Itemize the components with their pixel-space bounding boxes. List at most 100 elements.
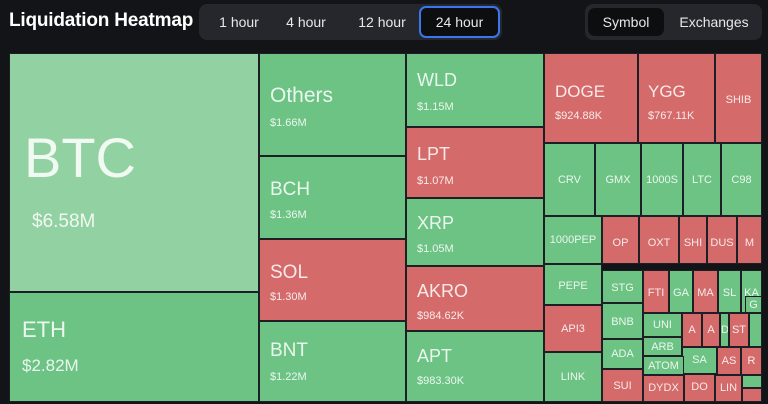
tile-symbol: BNB xyxy=(611,316,634,328)
tile-value: $6.58M xyxy=(32,211,96,232)
tile-akro[interactable]: AKRO $984.62K xyxy=(406,266,544,331)
tile-g[interactable]: G xyxy=(745,296,762,313)
tile-symbol: LIN xyxy=(719,382,738,394)
tile-symbol: XRP xyxy=(417,213,455,233)
tile-symbol: 1000S xyxy=(646,174,678,186)
tile-stg[interactable]: STG xyxy=(602,270,643,303)
tile-dydx[interactable]: DYDX xyxy=(643,375,684,402)
tile-symbol: DYDX xyxy=(648,382,679,394)
tile-sa[interactable]: SA xyxy=(682,347,717,374)
tile-wld[interactable]: WLD $1.15M xyxy=(406,53,544,127)
tile-value: $1.36M xyxy=(270,209,307,221)
tile-symbol: R xyxy=(747,355,756,367)
tile-symbol: AKRO xyxy=(417,281,469,301)
tile-1000s[interactable]: 1000S xyxy=(641,143,683,216)
tile-ga[interactable]: GA xyxy=(669,270,693,313)
tile-bnt[interactable]: BNT $1.22M xyxy=(259,321,406,402)
tile-value: $924.88K xyxy=(555,110,603,122)
tile-a[interactable]: A xyxy=(682,313,702,347)
tab-12-hour[interactable]: 12 hour xyxy=(358,14,406,30)
tile-1000pep[interactable]: 1000PEP xyxy=(544,216,602,264)
tile-as[interactable]: AS xyxy=(717,347,741,375)
tile-dus[interactable]: DUS xyxy=(707,216,737,264)
tile-symbol: LTC xyxy=(692,174,712,186)
tile-symbol: C98 xyxy=(731,174,752,186)
tile-lpt[interactable]: LPT $1.07M xyxy=(406,127,544,198)
tile-symbol: ST xyxy=(731,324,747,336)
tile-fti[interactable]: FTI xyxy=(643,270,669,313)
tile-d[interactable]: D xyxy=(720,313,729,347)
tile-oxt[interactable]: OXT xyxy=(639,216,679,264)
tile-unlabeled[interactable] xyxy=(742,388,762,402)
tile-shi[interactable]: SHI xyxy=(679,216,707,264)
tile-atom[interactable]: ATOM xyxy=(643,356,684,375)
tile-pepe[interactable]: PEPE xyxy=(544,264,602,305)
tile-symbol: AS xyxy=(721,355,737,367)
tile-value: $1.22M xyxy=(270,371,307,383)
tile-xrp[interactable]: XRP $1.05M xyxy=(406,198,544,266)
tile-crv[interactable]: CRV xyxy=(544,143,595,216)
tile-symbol: CRV xyxy=(557,174,582,186)
tile-symbol: Others xyxy=(270,84,334,107)
tab-4-hour[interactable]: 4 hour xyxy=(286,14,326,30)
tile-symbol: DO xyxy=(691,381,708,393)
tile-symbol: M xyxy=(744,237,755,249)
time-range-selector: 1 hour 4 hour 12 hour 24 hour xyxy=(199,4,502,40)
tile-symbol: PEPE xyxy=(558,280,588,292)
tile-symbol: LINK xyxy=(560,371,586,383)
tile-symbol: A xyxy=(707,324,715,336)
tile-symbol: ETH xyxy=(22,317,66,342)
tile-apt[interactable]: APT $983.30K xyxy=(406,331,544,402)
tile-symbol: 1000PEP xyxy=(549,234,597,246)
tile-ygg[interactable]: YGG $767.11K xyxy=(638,53,715,143)
tile-api3[interactable]: API3 xyxy=(544,305,602,352)
tile-st[interactable]: ST xyxy=(729,313,749,347)
tile-symbol: SHI xyxy=(683,237,703,249)
tile-symbol: ATOM xyxy=(648,360,679,372)
tile-ada[interactable]: ADA xyxy=(602,339,643,369)
tile-r[interactable]: R xyxy=(741,347,762,375)
tile-symbol: APT xyxy=(417,346,453,366)
tile-sol[interactable]: SOL $1.30M xyxy=(259,239,406,321)
tile-symbol: API3 xyxy=(561,323,585,335)
tile-unlabeled[interactable] xyxy=(749,313,762,347)
view-selector: Symbol Exchanges xyxy=(585,4,762,40)
tile-symbol: SHIB xyxy=(725,94,752,106)
tile-symbol: A xyxy=(688,324,696,336)
tile-link[interactable]: LINK xyxy=(544,352,602,402)
tile-sl[interactable]: SL xyxy=(718,270,741,313)
tile-symbol: GA xyxy=(673,287,689,299)
tab-exchanges[interactable]: Exchanges xyxy=(679,14,749,30)
tile-m[interactable]: M xyxy=(737,216,762,264)
tile-do[interactable]: DO xyxy=(684,374,715,402)
tab-1-hour[interactable]: 1 hour xyxy=(219,14,259,30)
tile-value: $1.07M xyxy=(417,175,454,187)
tile-value: $984.62K xyxy=(417,310,465,322)
tile-uni[interactable]: UNI xyxy=(643,313,682,337)
tile-a[interactable]: A xyxy=(702,313,720,347)
tile-others[interactable]: Others $1.66M xyxy=(259,53,406,156)
tile-lin[interactable]: LIN xyxy=(715,375,742,402)
tile-unlabeled[interactable] xyxy=(742,375,762,388)
tile-value: $1.05M xyxy=(417,243,454,255)
tile-symbol: G xyxy=(749,299,758,311)
tile-gmx[interactable]: GMX xyxy=(595,143,641,216)
tile-symbol: BCH xyxy=(270,179,311,200)
tile-op[interactable]: OP xyxy=(602,216,639,264)
tile-shib[interactable]: SHIB xyxy=(715,53,762,143)
tile-btc[interactable]: BTC $6.58M xyxy=(9,53,259,292)
tab-symbol[interactable]: Symbol xyxy=(588,8,664,36)
tile-symbol: MA xyxy=(697,287,714,299)
tile-arb[interactable]: ARB xyxy=(643,337,682,356)
tile-c98[interactable]: C98 xyxy=(721,143,762,216)
tile-eth[interactable]: ETH $2.82M xyxy=(9,292,259,402)
tile-sui[interactable]: SUI xyxy=(602,369,643,402)
tile-symbol: LPT xyxy=(417,144,451,164)
tile-symbol: OP xyxy=(612,237,629,249)
tile-bch[interactable]: BCH $1.36M xyxy=(259,156,406,239)
tile-doge[interactable]: DOGE $924.88K xyxy=(544,53,638,143)
tile-ma[interactable]: MA xyxy=(693,270,718,313)
tab-24-hour[interactable]: 24 hour xyxy=(419,6,500,38)
tile-bnb[interactable]: BNB xyxy=(602,303,643,339)
tile-ltc[interactable]: LTC xyxy=(683,143,721,216)
